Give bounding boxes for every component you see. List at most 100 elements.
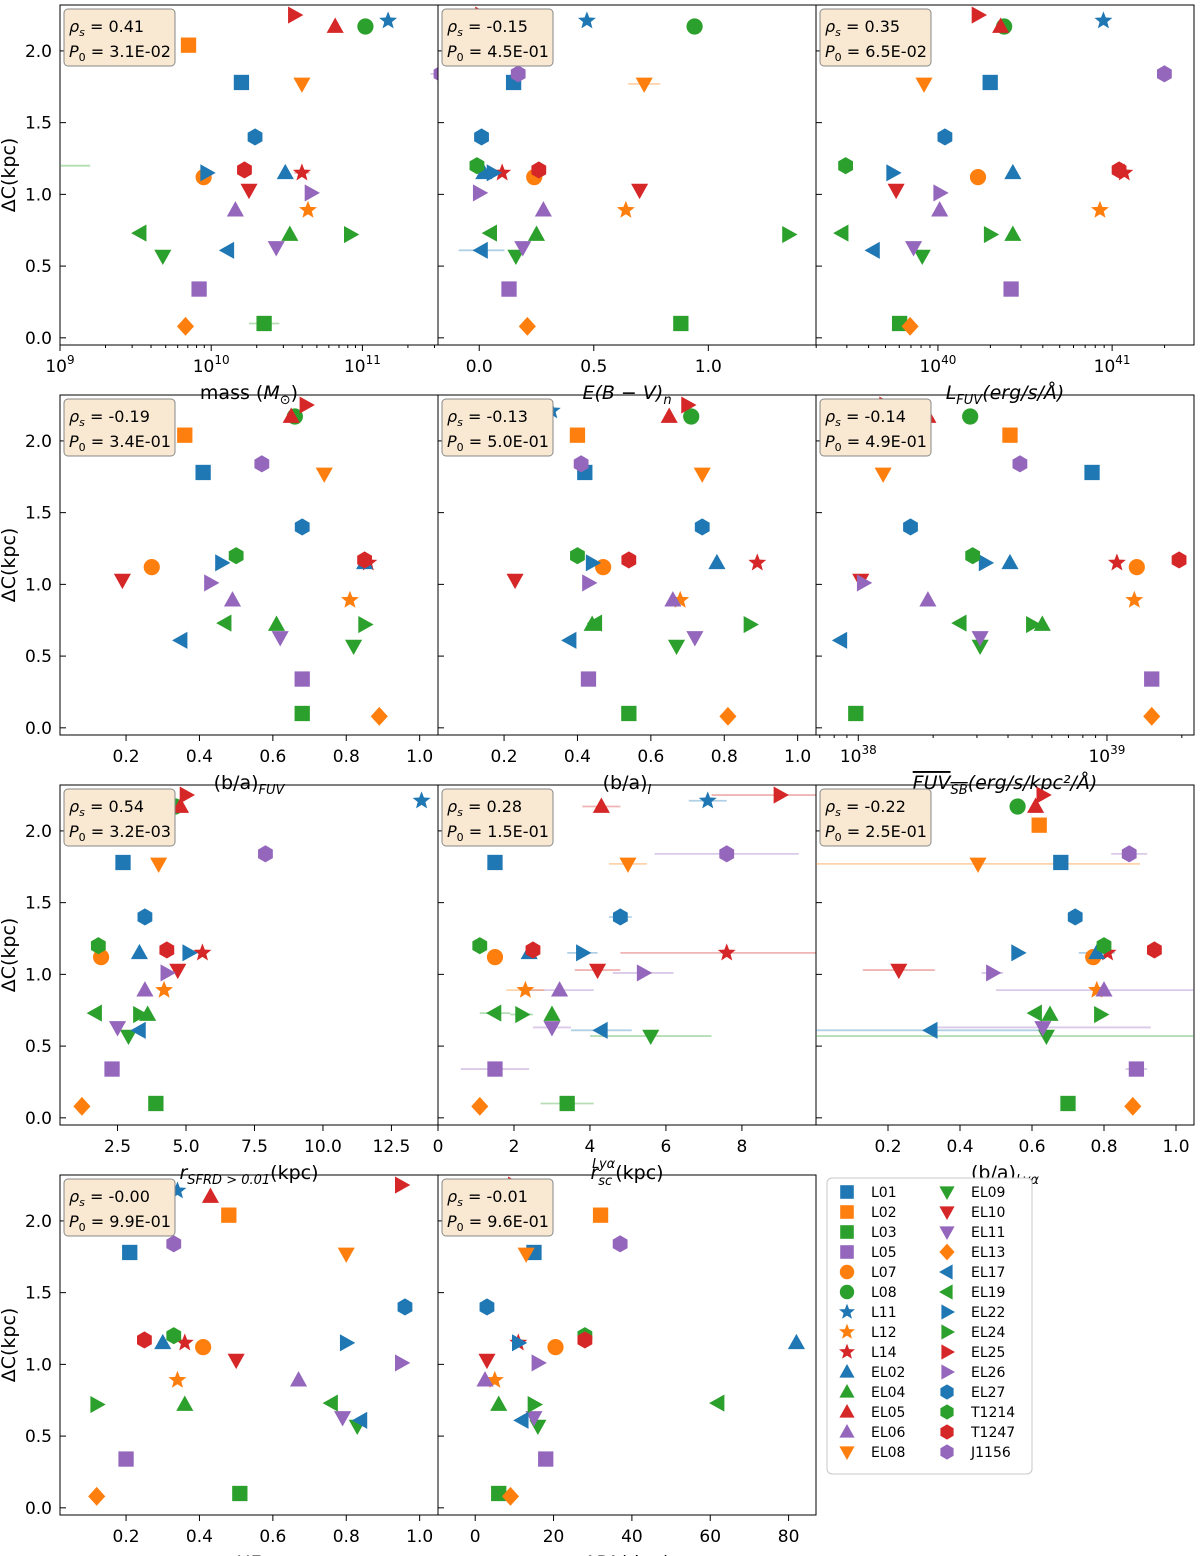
point-EL04 xyxy=(1041,1005,1059,1021)
point-EL06 xyxy=(136,981,154,997)
legend-marker-L05 xyxy=(840,1245,854,1259)
point-EL04 xyxy=(543,1005,561,1021)
stats-box xyxy=(63,8,176,67)
point-EL22 xyxy=(1011,944,1027,962)
point-EL13 xyxy=(176,316,195,336)
point-EL24 xyxy=(133,1005,149,1024)
point-EL24 xyxy=(983,225,1000,244)
point-EL09 xyxy=(667,639,686,656)
legend-marker-EL22 xyxy=(941,1304,955,1320)
point-EL22 xyxy=(512,1334,528,1352)
point-L03 xyxy=(1060,1095,1076,1112)
legend-marker-EL13 xyxy=(939,1243,955,1261)
point-L01 xyxy=(115,854,131,871)
point-EL17 xyxy=(218,241,235,259)
point-EL27 xyxy=(294,518,310,536)
x-tick-label: 1.0 xyxy=(695,357,722,377)
point-L01 xyxy=(1053,854,1069,871)
rho-stat: ρs = 0.28 xyxy=(447,797,522,819)
point-T1247 xyxy=(1147,941,1162,959)
point-EL25 xyxy=(288,6,304,24)
point-L02 xyxy=(1031,817,1047,833)
point-EL11 xyxy=(525,1411,543,1427)
p-stat: P0 = 6.5E-02 xyxy=(825,42,927,64)
legend-marker-L07 xyxy=(839,1264,855,1280)
point-T1247 xyxy=(531,161,547,179)
point-EL22 xyxy=(182,944,198,962)
legend-marker-EL08 xyxy=(839,1446,855,1460)
point-L12 xyxy=(1090,200,1109,218)
point-EL19 xyxy=(216,614,232,632)
point-L14 xyxy=(292,163,311,181)
point-T1247 xyxy=(357,551,373,569)
rho-stat: ρs = -0.19 xyxy=(69,407,150,429)
point-EL05 xyxy=(282,407,300,423)
point-EL27 xyxy=(612,908,628,926)
legend-label-L05: L05 xyxy=(871,1245,897,1261)
point-EL04 xyxy=(176,1395,194,1411)
y-axis-label: ΔC(kpc) xyxy=(0,1308,20,1383)
point-L07 xyxy=(143,559,160,576)
point-EL10 xyxy=(113,573,131,590)
legend-marker-L01 xyxy=(840,1185,854,1199)
legend-marker-EL26 xyxy=(941,1364,955,1380)
point-L12 xyxy=(516,980,535,998)
legend-marker-L02 xyxy=(840,1205,854,1219)
point-EL19 xyxy=(586,614,603,632)
legend-marker-EL24 xyxy=(941,1324,955,1340)
point-EL24 xyxy=(782,225,798,244)
point-L05 xyxy=(538,1451,554,1467)
point-EL24 xyxy=(515,1005,531,1024)
point-EL25 xyxy=(773,786,789,804)
rho-stat: ρs = -0.15 xyxy=(447,17,528,39)
x-tick-label: 109 xyxy=(45,353,74,377)
point-L03 xyxy=(148,1095,164,1112)
x-tick-label: 0.6 xyxy=(259,1527,286,1547)
point-L12 xyxy=(155,980,174,998)
point-EL27 xyxy=(479,1298,495,1316)
y-tick-label: 0.0 xyxy=(25,719,52,739)
point-L01 xyxy=(487,854,503,871)
legend-marker-EL09 xyxy=(939,1186,955,1200)
y-tick-label: 1.5 xyxy=(25,894,52,914)
rho-stat: ρs = -0.00 xyxy=(69,1187,150,1209)
point-EL11 xyxy=(543,1021,561,1037)
point-T1214 xyxy=(228,547,244,565)
point-L12 xyxy=(1087,980,1106,998)
p-stat: P0 = 3.4E-01 xyxy=(69,432,171,454)
point-EL17 xyxy=(130,1021,146,1039)
point-L05 xyxy=(501,281,517,297)
x-tick-label: 8 xyxy=(737,1137,748,1157)
rho-stat: ρs = 0.35 xyxy=(825,17,900,39)
point-EL05 xyxy=(1027,797,1045,813)
x-tick-label: 2.5 xyxy=(104,1137,131,1157)
data-points xyxy=(113,396,388,726)
point-EL22 xyxy=(886,164,902,182)
data-points xyxy=(460,786,816,1116)
x-tick-label: 1.0 xyxy=(406,747,433,767)
point-T1214 xyxy=(965,547,981,565)
y-tick-label: 2.0 xyxy=(25,1212,52,1232)
point-J1156 xyxy=(719,845,735,863)
point-T1247 xyxy=(237,161,252,179)
legend-label-EL09: EL09 xyxy=(971,1185,1005,1201)
point-L03 xyxy=(559,1095,575,1112)
point-L11 xyxy=(1094,11,1113,29)
x-axis-label: E(B − V)n xyxy=(582,382,671,408)
point-EL11 xyxy=(1034,1021,1052,1037)
point-EL26 xyxy=(582,574,598,592)
point-EL19 xyxy=(833,224,849,242)
p-stat: P0 = 1.5E-01 xyxy=(447,822,549,844)
point-L12 xyxy=(485,1370,504,1388)
legend-label-L02: L02 xyxy=(871,1205,897,1221)
point-EL06 xyxy=(919,591,937,607)
panel-mass: 0.0 0.5 1.0 1.5 2.0 ΔC(kpc) 109 1010 1011 mass (M… xyxy=(0,4,439,408)
point-L08 xyxy=(686,18,703,35)
point-EL09 xyxy=(345,639,363,656)
stats-box xyxy=(441,398,554,457)
point-EL02 xyxy=(1004,163,1022,180)
point-L12 xyxy=(616,200,635,218)
p-stat: P0 = 9.6E-01 xyxy=(447,1212,549,1234)
point-EL26 xyxy=(204,574,220,592)
